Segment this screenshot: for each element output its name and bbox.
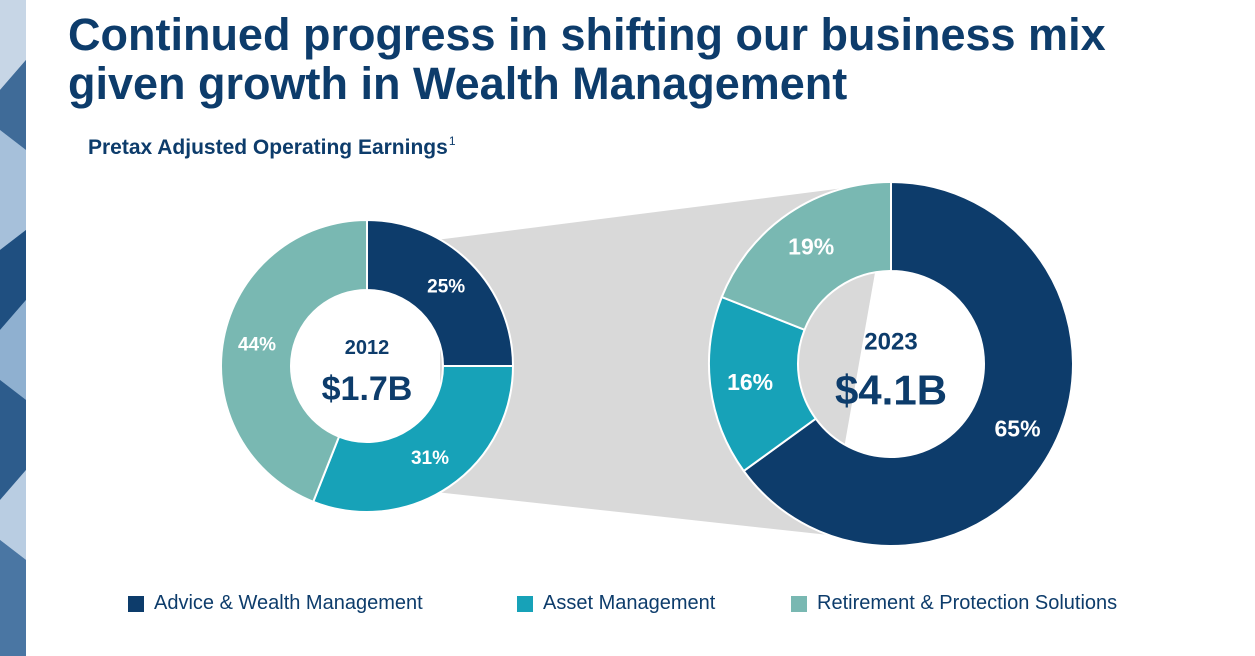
slice-label-2023-asset-management: 16% bbox=[727, 369, 773, 395]
donut-chart-2023: 65% 16% 19% 2023 $4.1B bbox=[708, 180, 1074, 547]
legend-label-advice-wealth: Advice & Wealth Management bbox=[154, 592, 423, 614]
donut-slice-2023-asset-management bbox=[708, 295, 818, 473]
chart-subtitle: Pretax Adjusted Operating Earnings1 bbox=[88, 134, 456, 160]
legend-label-asset-management: Asset Management bbox=[543, 592, 716, 614]
slice-label-2023-advice-wealth-management: 65% bbox=[994, 415, 1040, 441]
donut-slice-2012-retirement-protection-solutions bbox=[220, 218, 368, 504]
legend-label-retirement-protection: Retirement & Protection Solutions bbox=[817, 592, 1118, 614]
donut-slice-2023-retirement-protection-solutions bbox=[720, 180, 892, 332]
slice-label-2012-retirement-protection-solutions: 44% bbox=[238, 335, 276, 356]
slide-title-line-2: given growth in Wealth Management bbox=[68, 58, 848, 109]
donut-slice-2012-asset-management bbox=[311, 365, 515, 513]
donut-slice-2012-advice-wealth-management bbox=[366, 218, 515, 367]
legend-swatch-advice-wealth bbox=[128, 595, 144, 612]
slice-label-2023-retirement-protection-solutions: 19% bbox=[788, 234, 834, 260]
decorative-side-pattern bbox=[0, 0, 26, 656]
chart-subtitle-text: Pretax Adjusted Operating Earnings bbox=[88, 136, 448, 159]
slide-title-line-1: Continued progress in shifting our busin… bbox=[68, 9, 1106, 60]
legend-item-retirement-protection: Retirement & Protection Solutions bbox=[791, 592, 1117, 615]
legend-item-advice-wealth: Advice & Wealth Management bbox=[128, 592, 423, 615]
legend-swatch-retirement-protection bbox=[791, 595, 807, 612]
slice-label-2012-asset-management: 31% bbox=[411, 448, 449, 469]
donut-center-year-2023: 2023 bbox=[864, 329, 917, 356]
donut-slice-2023-advice-wealth-management bbox=[742, 180, 1074, 547]
legend-item-asset-management: Asset Management bbox=[517, 592, 715, 615]
chart-legend: Advice & Wealth Management Asset Managem… bbox=[0, 592, 1255, 620]
footnote-marker: 1 bbox=[448, 134, 456, 148]
legend-swatch-asset-management bbox=[517, 595, 533, 612]
slide-title: Continued progress in shifting our busin… bbox=[68, 10, 1228, 108]
donut-center-total-2012: $1.7B bbox=[322, 370, 413, 408]
donut-chart-2012: 25% 31% 44% 2012 $1.7B bbox=[220, 218, 515, 513]
donut-center-year-2012: 2012 bbox=[345, 337, 390, 359]
donut-center-total-2023: $4.1B bbox=[835, 367, 947, 414]
slice-label-2012-advice-wealth-management: 25% bbox=[427, 276, 465, 297]
